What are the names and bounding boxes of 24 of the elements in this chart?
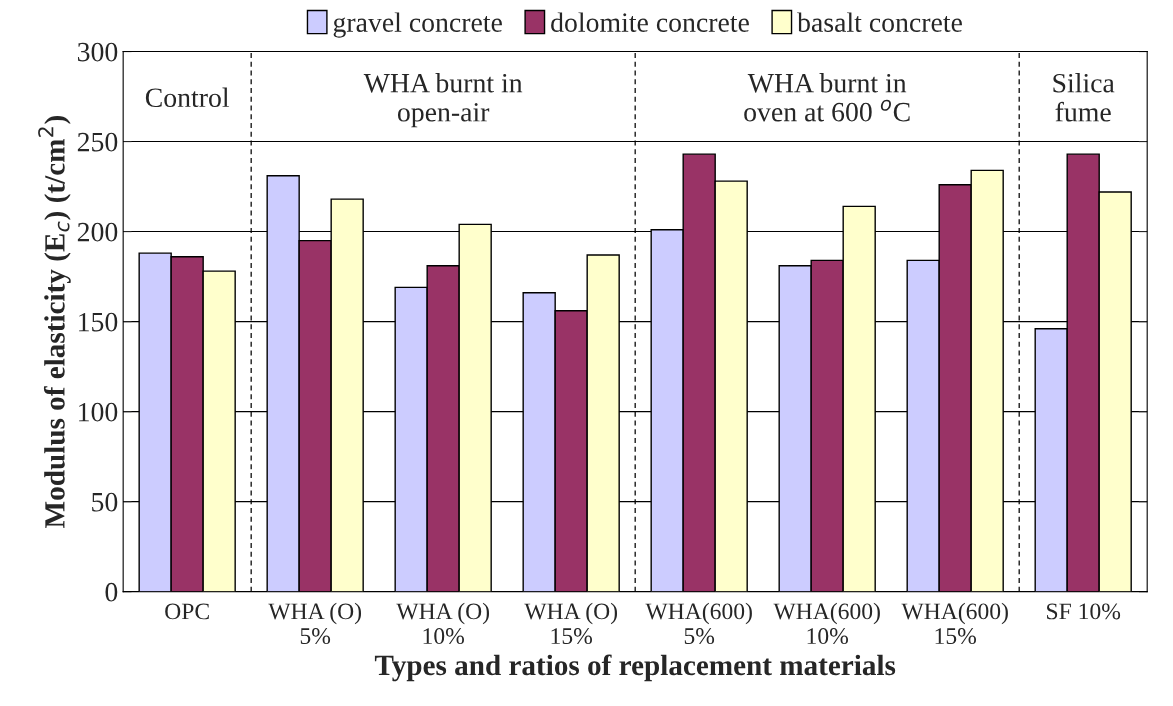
x-tick-label: WHA (O) 5% — [268, 602, 362, 645]
legend-label: gravel concrete — [333, 12, 502, 38]
y-tick-label: 0 — [105, 582, 118, 602]
y-tick-label: 50 — [92, 492, 118, 512]
y-axis-title: Modulus of elasticity (E$_{c}$) (t/cm$^{2}$) — [38, 116, 71, 528]
y-tick-label: 100 — [79, 402, 118, 422]
y-tick-label: 150 — [79, 312, 118, 332]
x-tick-label: WHA (O) 15% — [524, 602, 618, 645]
x-tick-label: OPC — [165, 603, 209, 620]
x-tick-label: WHA (O) 10% — [396, 602, 490, 645]
x-tick-label: SF 10% — [1047, 603, 1121, 620]
annotation: Control — [145, 87, 230, 108]
annotation: WHA burnt in open-air — [363, 73, 523, 128]
annotation: Silica fume — [1053, 73, 1115, 122]
x-tick-label: WHA(600) 5% — [645, 602, 752, 645]
legend-label: dolomite concrete — [551, 12, 749, 32]
x-tick-label: WHA(600) 10% — [773, 602, 880, 645]
annotation: WHA burnt in oven at 600 $^{o}$C — [744, 73, 910, 122]
y-tick-label: 250 — [77, 132, 118, 152]
y-tick-label: 200 — [77, 222, 118, 242]
x-tick-label: WHA(600) 15% — [901, 602, 1008, 645]
x-axis-title: Types and ratios of replacement materials — [374, 654, 896, 682]
legend-label: basalt concrete — [797, 12, 962, 32]
y-tick-label: 300 — [77, 42, 118, 62]
